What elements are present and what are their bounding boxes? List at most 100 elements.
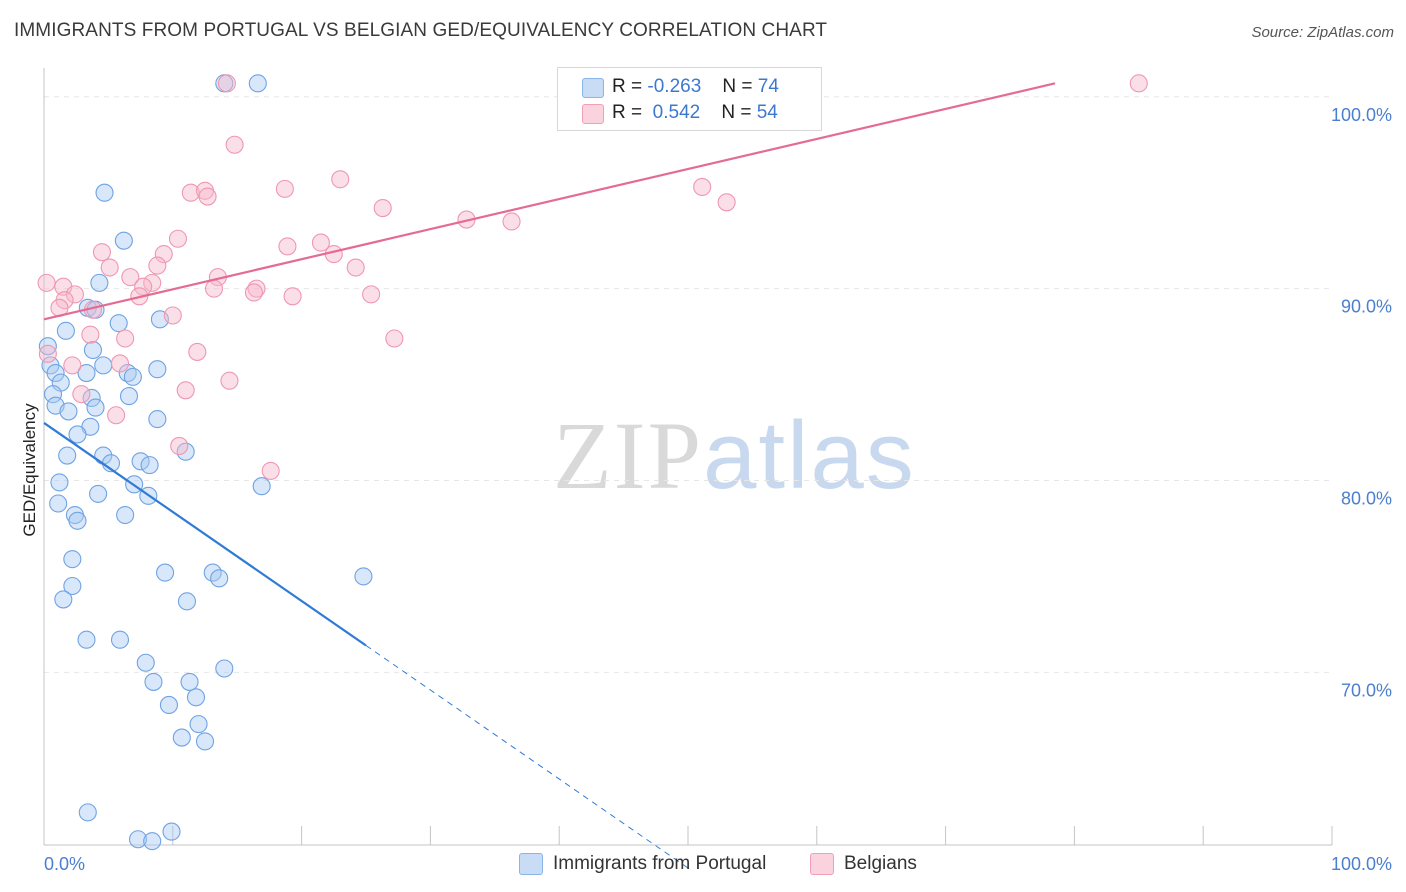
- legend-n-value-belgians: 54: [756, 102, 778, 123]
- point-portugal: [143, 832, 162, 851]
- point-portugal: [354, 567, 373, 586]
- point-belgians: [261, 461, 280, 480]
- trend-extension-portugal: [365, 645, 689, 869]
- legend-r-label: R =: [612, 102, 643, 123]
- bottom-legend-label-belgians: Belgians: [844, 853, 917, 874]
- point-belgians: [37, 273, 56, 292]
- point-portugal: [94, 356, 113, 375]
- point-portugal: [95, 183, 114, 202]
- point-portugal: [186, 688, 206, 707]
- point-belgians: [1129, 74, 1148, 93]
- point-portugal: [131, 452, 150, 471]
- point-portugal: [148, 360, 167, 379]
- point-portugal: [162, 822, 181, 841]
- x-ticks: [43, 826, 1333, 845]
- point-portugal: [189, 715, 208, 734]
- x-tick-label-min: 0.0%: [44, 854, 85, 874]
- y-tick-labels: 70.0% 80.0% 90.0% 100.0%: [1331, 105, 1392, 701]
- point-portugal: [180, 672, 199, 691]
- point-belgians: [148, 256, 167, 275]
- point-portugal: [82, 388, 101, 408]
- point-belgians: [225, 135, 244, 154]
- point-belgians: [168, 229, 188, 248]
- watermark-zip: ZIP: [553, 402, 703, 509]
- point-belgians: [100, 258, 119, 277]
- point-portugal: [68, 425, 87, 444]
- point-belgians: [373, 199, 392, 218]
- bottom-legend-swatch-portugal: [519, 853, 543, 875]
- legend-swatch-portugal: [582, 78, 604, 98]
- point-belgians: [198, 187, 217, 206]
- point-portugal: [177, 592, 197, 611]
- x-tick-label-max: 100.0%: [1331, 854, 1392, 874]
- point-portugal: [63, 576, 82, 596]
- point-belgians: [38, 344, 57, 363]
- point-belgians: [143, 273, 162, 292]
- point-belgians: [717, 193, 736, 212]
- point-portugal: [148, 410, 167, 429]
- point-portugal: [43, 385, 63, 404]
- point-portugal: [109, 314, 128, 333]
- point-belgians: [204, 279, 224, 298]
- point-portugal: [89, 484, 108, 503]
- point-portugal: [54, 590, 73, 609]
- chart-title: IMMIGRANTS FROM PORTUGAL VS BELGIAN GED/…: [14, 20, 828, 41]
- point-portugal: [123, 367, 142, 386]
- point-portugal: [63, 550, 82, 569]
- point-portugal: [90, 273, 109, 292]
- point-belgians: [110, 354, 130, 373]
- point-portugal: [144, 672, 163, 691]
- point-portugal: [215, 659, 234, 678]
- point-belgians: [81, 325, 100, 344]
- y-tick-label: 80.0%: [1341, 488, 1392, 508]
- point-belgians: [92, 243, 112, 262]
- legend-swatch-belgians: [582, 104, 604, 124]
- point-belgians: [385, 329, 404, 348]
- point-belgians: [72, 385, 91, 404]
- trend-line-belgians: [43, 82, 1056, 321]
- point-belgians: [63, 356, 82, 375]
- point-portugal: [248, 74, 267, 93]
- point-portugal: [128, 830, 148, 849]
- trend-line-portugal: [43, 422, 367, 647]
- point-belgians: [181, 183, 200, 202]
- point-portugal: [49, 494, 68, 513]
- y-tick-label: 90.0%: [1341, 297, 1392, 317]
- point-belgians: [116, 329, 135, 348]
- point-belgians: [163, 306, 182, 325]
- point-portugal: [68, 511, 87, 530]
- point-portugal: [86, 398, 105, 417]
- point-belgians: [107, 406, 126, 425]
- point-portugal: [58, 446, 77, 465]
- point-portugal: [77, 630, 96, 649]
- point-portugal: [110, 630, 130, 649]
- legend-r-value-belgians: 0.542: [652, 102, 701, 123]
- point-portugal: [172, 728, 191, 747]
- watermark-atlas: atlas: [703, 402, 916, 509]
- point-portugal: [114, 231, 133, 250]
- point-portugal: [50, 473, 69, 492]
- point-belgians: [188, 342, 207, 361]
- legend-r-value-portugal: -0.263: [647, 76, 702, 97]
- chart-source: Source: ZipAtlas.com: [1251, 24, 1394, 41]
- point-portugal: [77, 363, 96, 383]
- point-belgians: [278, 237, 297, 256]
- y-tick-label: 70.0%: [1341, 680, 1392, 700]
- point-portugal: [156, 563, 175, 582]
- point-belgians: [121, 268, 140, 287]
- point-belgians: [170, 436, 189, 455]
- point-portugal: [78, 803, 97, 822]
- point-portugal: [46, 363, 65, 383]
- bottom-legend-label-portugal: Immigrants from Portugal: [553, 853, 767, 874]
- point-belgians: [283, 287, 302, 306]
- points: [37, 74, 1148, 851]
- legend: R = -0.263 N = 74 R = 0.542 N = 54: [557, 67, 822, 131]
- point-portugal: [159, 695, 178, 714]
- point-portugal: [195, 732, 215, 751]
- point-belgians: [362, 285, 381, 304]
- point-portugal: [252, 477, 271, 496]
- axes: [43, 68, 1332, 846]
- point-belgians: [311, 233, 330, 252]
- point-portugal: [116, 505, 135, 525]
